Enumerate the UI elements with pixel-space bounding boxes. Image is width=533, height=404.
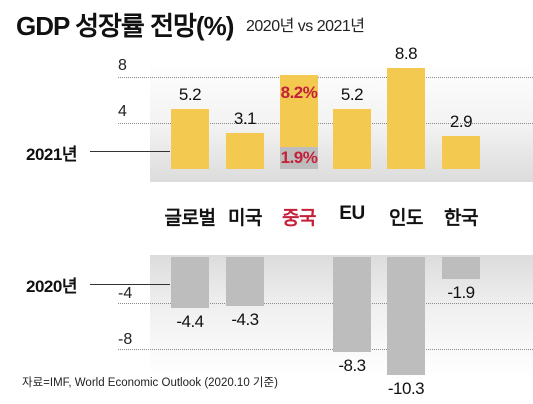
series-label-2021: 2021년 bbox=[26, 145, 77, 164]
chart-title: GDP 성장률 전망(%) bbox=[16, 11, 234, 41]
bar-2021 bbox=[387, 67, 425, 169]
data-label-2021: 3.1 bbox=[233, 109, 257, 129]
gridline-bottom bbox=[118, 303, 533, 304]
bar-2021 bbox=[226, 133, 264, 169]
y-tick-label-top: 8 bbox=[118, 57, 127, 74]
bar-2020 bbox=[442, 257, 480, 279]
category-label: EU bbox=[339, 203, 365, 224]
data-label-2020: -10.3 bbox=[387, 379, 425, 399]
series-label-2020: 2020년 bbox=[26, 277, 77, 296]
category-label: 중국 bbox=[282, 208, 316, 229]
data-label-2021: 8.2% bbox=[280, 82, 318, 102]
source-note: 자료=IMF, World Economic Outlook (2020.10 … bbox=[22, 377, 278, 389]
data-label-2020: -4.3 bbox=[231, 310, 259, 330]
data-label-2020: -8.3 bbox=[338, 356, 366, 376]
gridline-top bbox=[118, 77, 533, 78]
category-label: 미국 bbox=[228, 208, 262, 229]
bar-2021 bbox=[333, 109, 371, 169]
y-tick-label-top: 4 bbox=[118, 103, 127, 120]
category-label: 한국 bbox=[444, 208, 478, 229]
y-tick-label-bottom: -8 bbox=[118, 331, 133, 348]
bar-2020 bbox=[171, 257, 209, 308]
series-leader-2021 bbox=[90, 151, 170, 152]
bar-2020 bbox=[387, 257, 425, 376]
bar-2020 bbox=[333, 257, 371, 353]
gridline-top bbox=[118, 123, 533, 124]
y-tick-label-bottom: -4 bbox=[118, 285, 133, 302]
data-label-2020: -4.4 bbox=[176, 311, 204, 331]
data-label-2021: 5.2 bbox=[340, 85, 364, 105]
chart-subtitle: 2020년 vs 2021년 bbox=[246, 18, 365, 35]
bar-2020 bbox=[280, 147, 318, 169]
data-label-2021: 8.8 bbox=[394, 43, 418, 63]
bar-2021 bbox=[442, 135, 480, 169]
data-label-2021: 5.2 bbox=[178, 85, 202, 105]
category-label: 글로벌 bbox=[164, 208, 216, 229]
bar-2021 bbox=[171, 109, 209, 169]
data-label-2020: -1.9 bbox=[447, 282, 475, 302]
bar-2020 bbox=[226, 257, 264, 307]
data-label-2020: 1.9% bbox=[280, 148, 318, 168]
category-label: 인도 bbox=[389, 208, 423, 229]
gridline-bottom bbox=[118, 349, 533, 350]
data-label-2021: 2.9 bbox=[449, 111, 473, 131]
series-leader-2020 bbox=[90, 284, 170, 285]
